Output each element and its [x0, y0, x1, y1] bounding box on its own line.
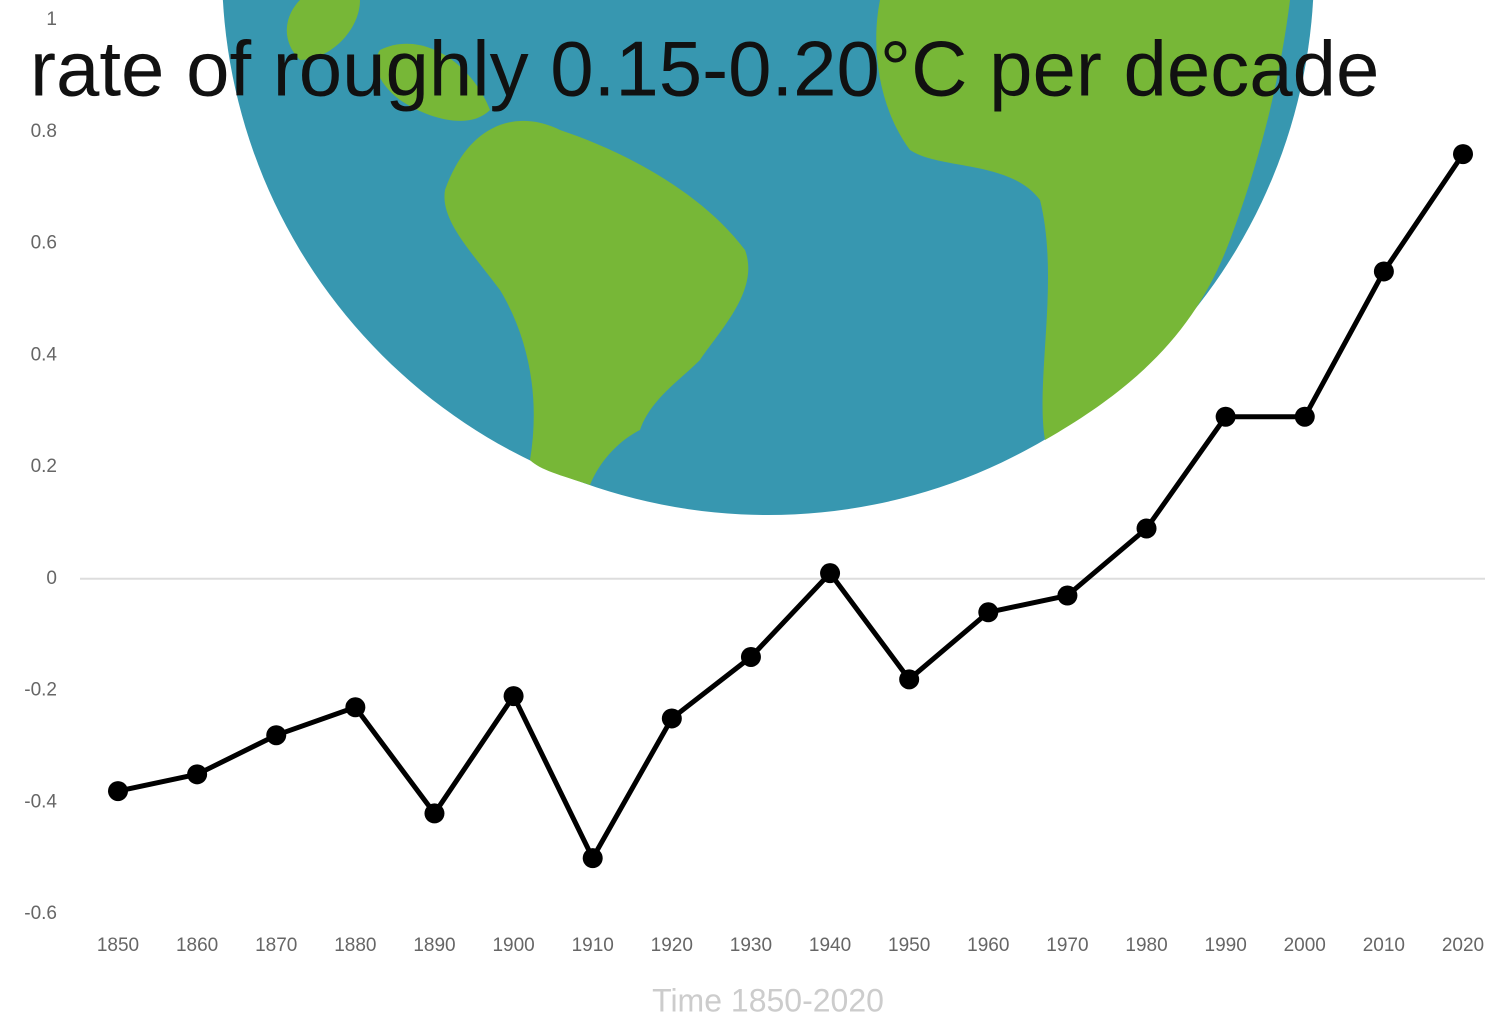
point [899, 669, 920, 690]
point [582, 848, 603, 869]
chart-title: rate of roughly 0.15-0.20°C per decade [30, 25, 1379, 113]
point [1373, 261, 1394, 282]
globe-land [376, 43, 490, 121]
point [740, 646, 761, 667]
point [1453, 144, 1473, 165]
y-tick-label: -0.2 [24, 680, 57, 701]
x-tick-label: 1950 [888, 935, 930, 956]
y-tick-label: 0.4 [31, 344, 58, 365]
x-tick-label: 1930 [730, 935, 772, 956]
x-tick-label: 1900 [492, 935, 534, 956]
line [117, 152, 1466, 861]
globe-land [286, 0, 360, 60]
globe-illustration [223, 0, 1313, 515]
point [1215, 406, 1236, 427]
x-tick-label: 1850 [97, 935, 139, 956]
y-tick-label: -0.4 [24, 791, 57, 812]
x-tick-label: 2020 [1442, 935, 1484, 956]
x-tick-label: 1910 [572, 935, 614, 956]
x-tick-label: 1940 [809, 935, 851, 956]
point [345, 697, 366, 718]
point [661, 708, 682, 729]
x-tick-label: 1980 [1125, 935, 1167, 956]
y-tick-label: 1 [46, 9, 57, 30]
x-tick-label: 1990 [1205, 935, 1247, 956]
point [978, 602, 999, 623]
point [1294, 406, 1315, 427]
point [503, 686, 524, 707]
point [1057, 585, 1078, 606]
point [108, 781, 128, 802]
x-tick-label: 1870 [255, 935, 297, 956]
x-tick-label: 1880 [334, 935, 376, 956]
x-tick-label: 1970 [1046, 935, 1088, 956]
point [424, 803, 445, 824]
y-tick-label: 0.6 [31, 233, 57, 254]
point [187, 764, 208, 785]
x-axis-label: Time 1850-2020 [652, 982, 884, 1018]
x-tick-label: 1920 [651, 935, 693, 956]
y-tick-label: 0.2 [31, 456, 57, 477]
point [1136, 518, 1157, 539]
y-tick-label: -0.6 [24, 903, 57, 924]
x-tick-label: 1960 [967, 935, 1009, 956]
y-tick-label: 0 [46, 568, 57, 589]
globe-land [876, 0, 1290, 440]
globe-land [444, 120, 749, 486]
x-tick-label: 1860 [176, 935, 218, 956]
point [820, 563, 841, 584]
x-tick-label: 2010 [1363, 935, 1405, 956]
y-tick-label: 0.8 [31, 121, 57, 142]
x-tick-label: 2000 [1284, 935, 1326, 956]
x-tick-label: 1890 [413, 935, 455, 956]
point [266, 725, 287, 746]
